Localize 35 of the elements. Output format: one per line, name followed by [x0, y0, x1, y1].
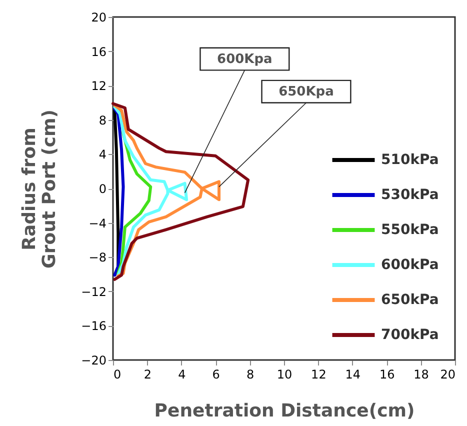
- y-tick-label: −12: [81, 284, 106, 299]
- line-series: [112, 102, 250, 281]
- y-tick-label: 16: [91, 44, 106, 59]
- x-tick-label: 16: [379, 368, 395, 382]
- y-tick-label: −16: [81, 319, 106, 334]
- annotation: 650Kpa: [278, 84, 334, 100]
- legend-label: 510kPa: [381, 152, 439, 168]
- x-tick-label: 2: [144, 368, 152, 382]
- legend-label: 530kPa: [381, 187, 439, 203]
- x-tick-label: 14: [345, 368, 361, 382]
- y-tick-label: 0: [98, 182, 106, 196]
- x-tick-label: 10: [276, 368, 292, 382]
- line-series: [113, 106, 188, 277]
- x-tick-label: 4: [178, 368, 186, 382]
- line-series: [113, 107, 125, 277]
- x-axis-title: Penetration Distance(cm): [154, 400, 415, 422]
- y-tick-label: 12: [91, 79, 106, 94]
- x-tick-label: 20: [440, 368, 456, 382]
- y-tick-label: −8: [88, 250, 106, 265]
- annotation: 600Kpa: [217, 52, 272, 68]
- x-tick-label: 6: [212, 368, 220, 382]
- y-tick-label: −4: [88, 216, 106, 230]
- legend-label: 550kPa: [381, 222, 439, 238]
- x-tick-label: 8: [246, 368, 254, 382]
- legend-label: 600kPa: [381, 257, 439, 273]
- y-tick-label: 4: [98, 148, 106, 162]
- x-tick-label: 0: [114, 368, 122, 382]
- x-tick-label: 12: [311, 368, 326, 382]
- legend-label: 700kPa: [381, 327, 439, 343]
- y-axis-title: Radius from Grout Port (cm): [19, 110, 60, 268]
- legend-label: 650kPa: [381, 292, 439, 308]
- y-tick-label: −20: [81, 354, 106, 368]
- x-tick-label: 18: [414, 368, 429, 382]
- y-tick-label: 8: [98, 113, 106, 128]
- y-tick-label: 20: [91, 10, 106, 24]
